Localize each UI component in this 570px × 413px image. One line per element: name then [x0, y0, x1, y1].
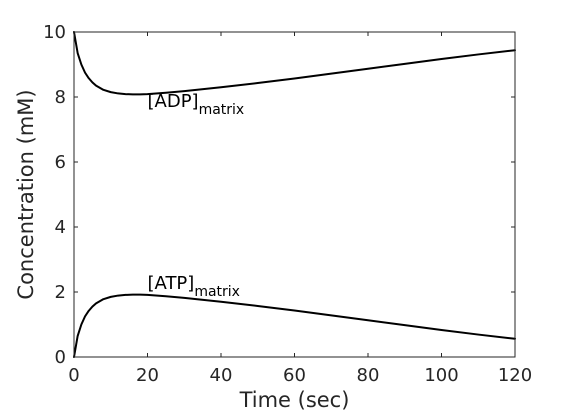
y-tick-label: 6 [55, 152, 66, 173]
y-tick-label: 2 [55, 282, 66, 303]
x-tick-label: 100 [424, 365, 458, 386]
annotation-adp-main: [ADP] [148, 91, 199, 112]
y-tick-label: 8 [55, 87, 66, 108]
x-tick-label: 20 [136, 365, 159, 386]
annotation-adp-subscript: matrix [199, 102, 245, 118]
x-axis-title: Time (sec) [239, 388, 350, 412]
x-tick-label: 80 [357, 365, 380, 386]
annotation-atp-subscript: matrix [194, 284, 240, 300]
y-tick-label: 0 [55, 347, 66, 368]
series-layer [73, 31, 516, 358]
annotation-atp-main: [ATP] [148, 273, 195, 294]
x-axis-ticks: 0 20 40 60 80 100 120 [68, 32, 532, 386]
y-axis-ticks: 0 2 4 6 8 10 [43, 22, 515, 368]
y-axis-title: Concentration (mM) [14, 89, 38, 299]
series-line-adp [73, 31, 516, 96]
annotation-atp: [ATP]matrix [148, 273, 240, 300]
x-tick-label: 60 [283, 365, 306, 386]
y-tick-label: 4 [55, 217, 66, 238]
annotation-layer: [ADP]matrix[ATP]matrix [148, 91, 245, 300]
annotation-adp: [ADP]matrix [148, 91, 245, 118]
y-tick-label: 10 [43, 22, 66, 43]
x-tick-label: 40 [210, 365, 233, 386]
x-tick-label: 0 [68, 365, 79, 386]
plot-area-background [74, 32, 515, 357]
series-line-atp [73, 293, 516, 358]
x-tick-label: 120 [498, 365, 532, 386]
